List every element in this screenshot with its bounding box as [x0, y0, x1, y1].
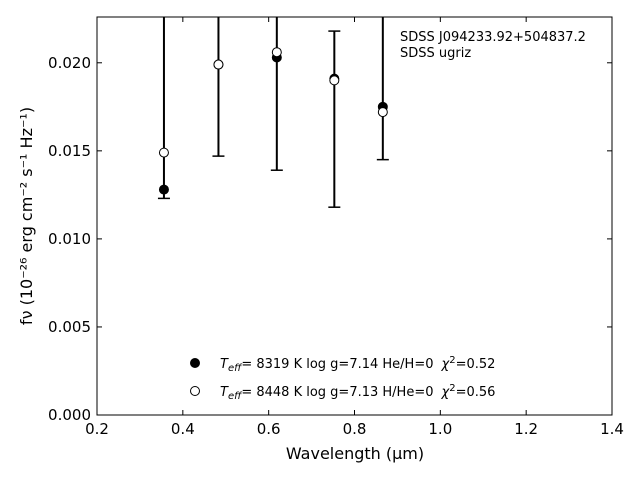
- x-tick-label-2: 0.6: [257, 420, 281, 438]
- point-filled-0: [158, 184, 169, 195]
- x-tick-label-6: 1.4: [600, 420, 624, 438]
- y-tick-label-3: 0.015: [48, 142, 91, 160]
- y-tick-label-1: 0.005: [48, 318, 91, 336]
- legend-entry-1: Teff= 8319 K log g=7.14 He/H=0 χ2=0.52: [220, 355, 495, 374]
- point-open-4: [377, 107, 388, 118]
- annotation-object-name: SDSS J094233.92+504837.2: [400, 30, 586, 45]
- point-open-0: [158, 147, 169, 158]
- error-bars: [157, 17, 389, 208]
- x-tick-label-5: 1.2: [514, 420, 538, 438]
- plot-frame: [96, 16, 613, 416]
- point-open-2: [271, 47, 282, 58]
- y-axis-ticks: 0.000 0.005 0.010 0.015 0.020: [48, 54, 612, 424]
- point-open-3: [329, 75, 340, 86]
- data-points: [158, 47, 388, 195]
- x-axis-label: Wavelength (μm): [286, 444, 424, 463]
- x-tick-label-0: 0.2: [85, 420, 109, 438]
- legend-entry-2: Teff= 8448 K log g=7.13 H/He=0 χ2=0.56: [220, 383, 495, 402]
- legend-marker-open: [190, 386, 200, 396]
- x-tick-label-4: 1.0: [428, 420, 452, 438]
- y-tick-label-0: 0.000: [48, 406, 91, 424]
- x-axis-ticks: 0.2 0.4 0.6 0.8 1.0 1.2 1.4: [85, 17, 624, 438]
- y-tick-label-2: 0.010: [48, 230, 91, 248]
- legend: Teff= 8319 K log g=7.14 He/H=0 χ2=0.52 Te…: [190, 355, 495, 402]
- x-tick-label-1: 0.4: [171, 420, 195, 438]
- point-open-1: [213, 59, 224, 70]
- x-tick-label-3: 0.8: [343, 420, 367, 438]
- y-tick-label-4: 0.020: [48, 54, 91, 72]
- legend-marker-filled: [190, 358, 200, 368]
- y-axis-label: fν (10⁻²⁶ erg cm⁻² s⁻¹ Hz⁻¹): [17, 107, 36, 325]
- annotation-survey: SDSS ugriz: [400, 46, 471, 61]
